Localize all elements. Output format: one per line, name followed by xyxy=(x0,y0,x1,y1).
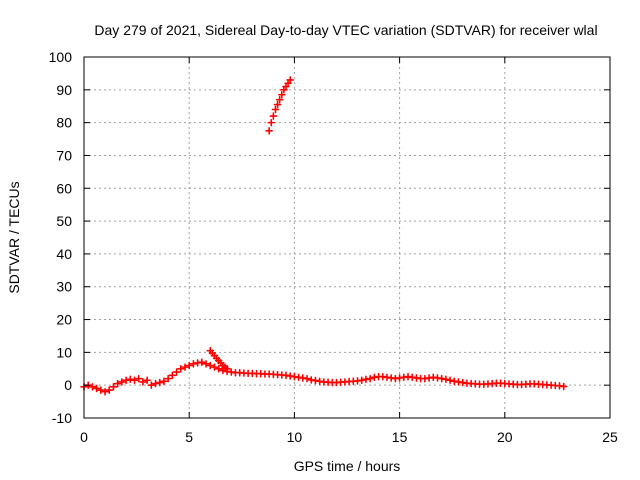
data-point xyxy=(130,376,139,385)
data-point xyxy=(164,374,172,383)
data-point xyxy=(126,375,135,384)
data-point xyxy=(160,377,168,386)
data-point xyxy=(185,361,193,370)
data-point xyxy=(265,127,273,135)
y-tick-label: 60 xyxy=(56,180,72,196)
y-tick-label: 90 xyxy=(56,82,72,98)
grid xyxy=(84,57,610,418)
data-point xyxy=(189,360,198,368)
data-point xyxy=(277,90,286,99)
data-point xyxy=(168,371,177,380)
y-tick-label: 40 xyxy=(56,246,72,262)
data-point xyxy=(559,382,568,391)
data-point xyxy=(113,379,122,388)
data-point xyxy=(155,378,164,387)
data-point xyxy=(271,105,280,114)
data-point xyxy=(269,112,278,120)
data-point xyxy=(214,364,223,373)
y-tick-label: 100 xyxy=(49,49,73,65)
x-tick-label: 25 xyxy=(602,429,618,445)
data-series-1 xyxy=(80,358,568,396)
y-tick-label: -10 xyxy=(52,410,72,426)
data-point xyxy=(181,363,189,371)
data-point xyxy=(198,358,206,367)
data-point xyxy=(88,383,97,391)
data-point xyxy=(267,118,276,127)
y-tick-label: 70 xyxy=(56,147,72,163)
x-tick-label: 10 xyxy=(287,429,303,445)
data-point xyxy=(275,95,284,104)
data-point xyxy=(210,363,219,371)
data-point xyxy=(223,364,231,373)
data-point xyxy=(357,376,366,385)
x-axis-title: GPS time / hours xyxy=(294,458,401,474)
data-point xyxy=(118,378,126,386)
y-tick-label: 10 xyxy=(56,344,72,360)
data-point xyxy=(172,368,181,376)
data-point xyxy=(442,375,450,384)
data-point xyxy=(101,387,109,396)
plot-frame xyxy=(83,56,611,419)
data-point xyxy=(206,361,215,370)
axis-ticks: 0 5 10 15 20 25 -10 0 10 20 30 40 50 60 70 80 90 100 xyxy=(49,49,618,445)
data-point xyxy=(446,376,454,385)
y-axis-title: SDTVAR / TECUs xyxy=(6,181,22,293)
data-point xyxy=(176,364,185,373)
data-series-2 xyxy=(206,346,231,373)
x-tick-label: 15 xyxy=(392,429,408,445)
data-point xyxy=(134,374,143,383)
data-point xyxy=(151,379,160,388)
data-point xyxy=(139,378,147,386)
data-point xyxy=(92,384,101,393)
data-points xyxy=(80,76,568,396)
y-tick-label: 80 xyxy=(56,115,72,131)
chart-title: Day 279 of 2021, Sidereal Day-to-day VTE… xyxy=(94,22,597,38)
y-tick-label: 30 xyxy=(56,279,72,295)
data-point xyxy=(105,386,114,394)
data-point xyxy=(366,374,374,383)
x-tick-label: 5 xyxy=(185,429,193,445)
data-point xyxy=(286,76,294,84)
x-tick-label: 20 xyxy=(497,429,513,445)
x-tick-label: 0 xyxy=(80,429,88,445)
data-series-3 xyxy=(265,76,294,135)
data-point xyxy=(147,381,156,389)
y-tick-label: 20 xyxy=(56,312,72,328)
data-point xyxy=(122,376,130,385)
data-point xyxy=(143,376,151,385)
data-point xyxy=(109,383,118,391)
y-tick-label: 50 xyxy=(56,213,72,229)
y-tick-label: 0 xyxy=(64,377,72,393)
data-point xyxy=(97,386,105,394)
data-point xyxy=(202,360,210,368)
data-point xyxy=(273,100,282,109)
data-point xyxy=(303,374,311,383)
